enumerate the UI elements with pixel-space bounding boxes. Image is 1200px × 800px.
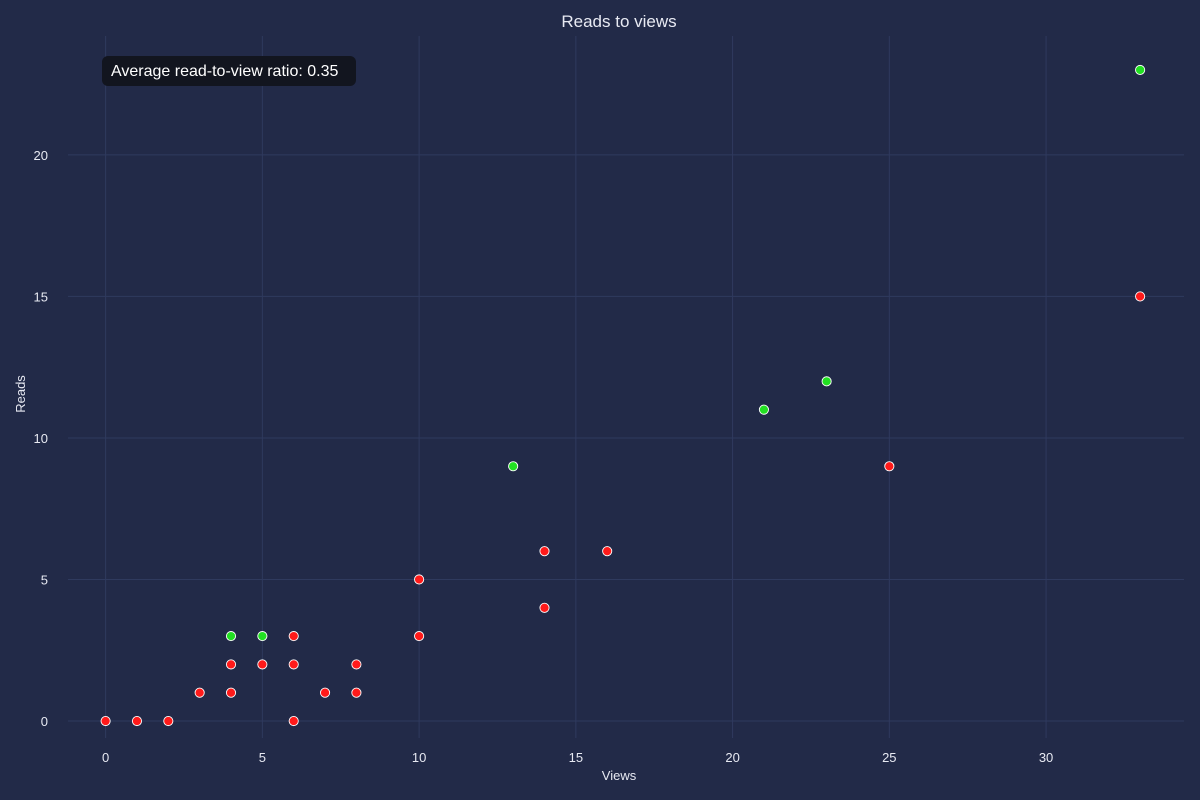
x-tick-label: 20 bbox=[725, 750, 739, 765]
annotation-background bbox=[102, 56, 356, 86]
data-point bbox=[884, 461, 895, 472]
data-point bbox=[821, 376, 832, 387]
grid-lines bbox=[68, 36, 1184, 738]
data-point bbox=[194, 687, 205, 698]
data-point bbox=[288, 715, 299, 727]
y-tick-label: 0 bbox=[41, 714, 48, 729]
data-point bbox=[758, 404, 769, 415]
data-point bbox=[288, 659, 299, 670]
data-point bbox=[1135, 64, 1146, 76]
y-tick-label: 20 bbox=[34, 148, 48, 163]
tick-labels: 0 5 10 15 20 25 30 0 5 10 15 20 bbox=[34, 148, 1054, 765]
data-point bbox=[100, 715, 111, 727]
data-point bbox=[602, 546, 613, 557]
x-tick-label: 5 bbox=[259, 750, 266, 765]
x-tick-label: 25 bbox=[882, 750, 896, 765]
y-tick-label: 15 bbox=[34, 289, 48, 304]
data-point bbox=[539, 546, 550, 557]
data-point bbox=[225, 687, 237, 698]
data-point bbox=[539, 602, 550, 613]
data-point bbox=[225, 659, 237, 670]
data-point bbox=[414, 631, 425, 642]
data-point bbox=[257, 631, 268, 642]
data-point bbox=[1135, 291, 1146, 302]
x-tick-label: 10 bbox=[412, 750, 426, 765]
data-point bbox=[131, 715, 143, 727]
data-point bbox=[508, 461, 519, 472]
data-point bbox=[257, 659, 268, 670]
y-tick-label: 10 bbox=[34, 431, 48, 446]
data-points bbox=[100, 64, 1146, 727]
y-axis-label: Reads bbox=[13, 375, 28, 413]
data-point bbox=[320, 687, 331, 698]
data-point bbox=[163, 715, 174, 727]
data-point bbox=[351, 659, 362, 670]
x-tick-label: 0 bbox=[102, 750, 109, 765]
data-point bbox=[288, 631, 299, 642]
y-tick-label: 5 bbox=[41, 572, 48, 587]
x-tick-label: 30 bbox=[1039, 750, 1053, 765]
data-point bbox=[351, 687, 362, 698]
annotation-box: Average read-to-view ratio: 0.35 bbox=[102, 56, 356, 86]
data-point bbox=[225, 631, 237, 642]
data-point bbox=[414, 574, 425, 585]
x-tick-label: 15 bbox=[569, 750, 583, 765]
chart-title: Reads to views bbox=[561, 12, 676, 31]
x-axis-label: Views bbox=[602, 768, 637, 783]
annotation-text: Average read-to-view ratio: 0.35 bbox=[111, 63, 338, 80]
